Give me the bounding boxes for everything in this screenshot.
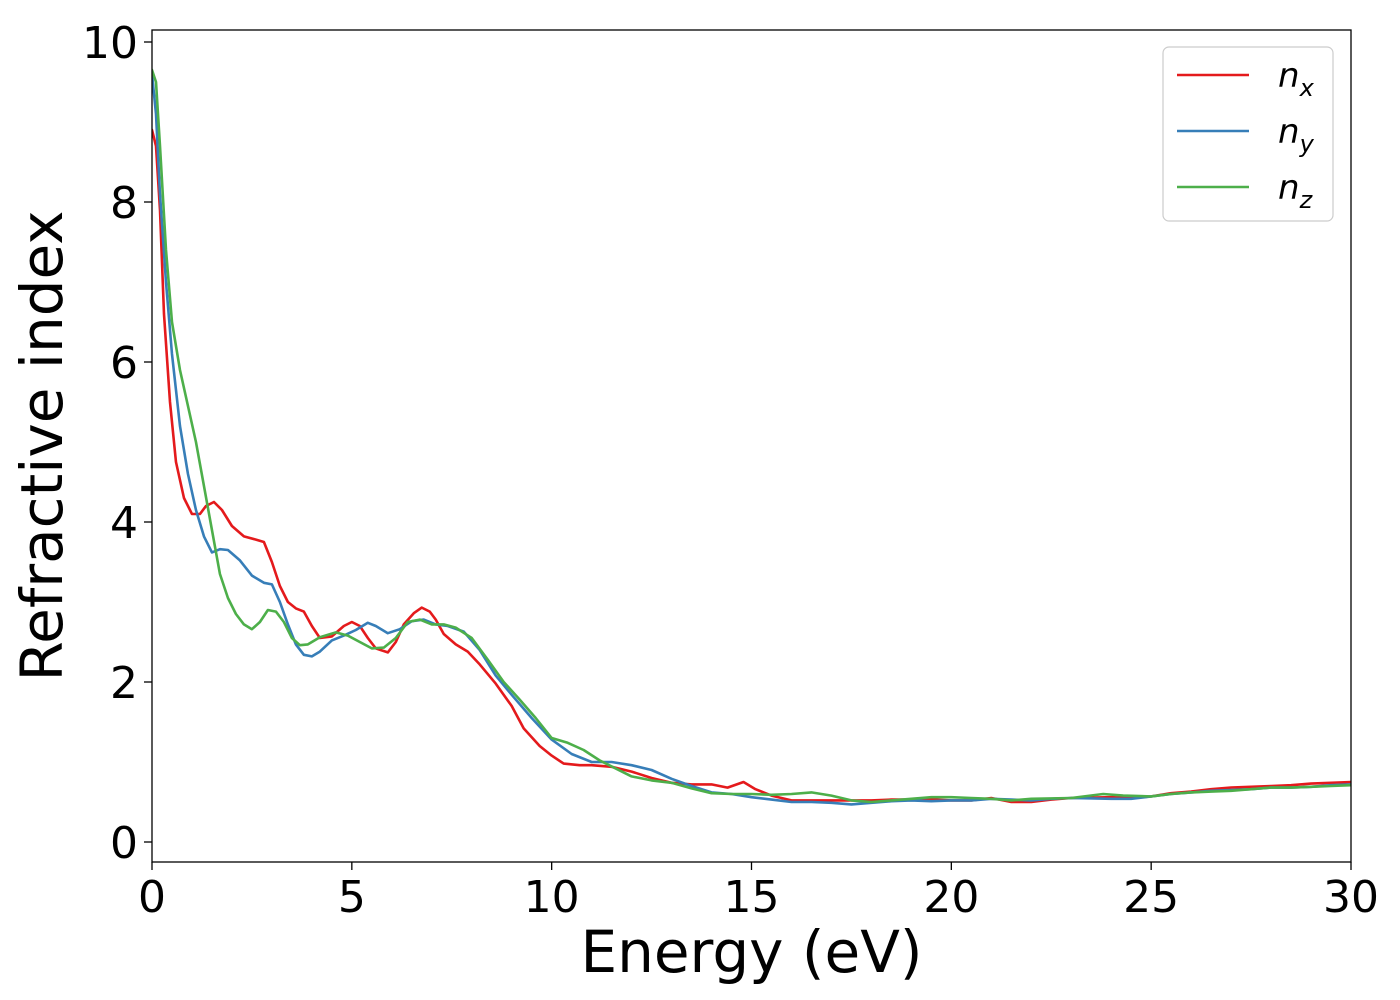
x-axis: 0 5 10 15 20 25 30	[138, 862, 1379, 923]
x-tick-label: 15	[724, 872, 780, 923]
x-tick-label: 10	[524, 872, 580, 923]
legend-label-base: n	[1278, 56, 1300, 96]
legend-label-x: nx	[1278, 56, 1315, 102]
legend-label-subscript: y	[1299, 130, 1315, 158]
y-axis-title: Refractive index	[8, 210, 76, 681]
x-tick-label: 30	[1323, 872, 1379, 923]
legend-label-y: ny	[1278, 112, 1315, 158]
legend-label-base: n	[1278, 168, 1300, 208]
y-tick-label: 6	[110, 338, 138, 389]
y-tick-label: 2	[110, 658, 138, 709]
x-tick-label: 20	[923, 872, 979, 923]
legend-label-subscript: z	[1299, 186, 1314, 214]
legend-label-z: nz	[1278, 168, 1314, 214]
legend-label-base: n	[1278, 112, 1300, 152]
y-tick-label: 4	[110, 498, 138, 549]
legend-box	[1162, 46, 1334, 222]
y-tick-label: 8	[110, 178, 138, 229]
y-axis: 0 2 4 6 8 10	[82, 18, 152, 869]
x-tick-label: 5	[338, 872, 366, 923]
y-tick-label: 10	[82, 18, 138, 69]
series-line-z	[152, 68, 1351, 804]
y-tick-label: 0	[110, 818, 138, 869]
x-axis-title: Energy (eV)	[580, 918, 922, 986]
plot-area	[152, 68, 1351, 806]
legend-label-subscript: x	[1299, 74, 1315, 102]
x-tick-label: 0	[138, 872, 166, 923]
x-tick-label: 25	[1123, 872, 1179, 923]
